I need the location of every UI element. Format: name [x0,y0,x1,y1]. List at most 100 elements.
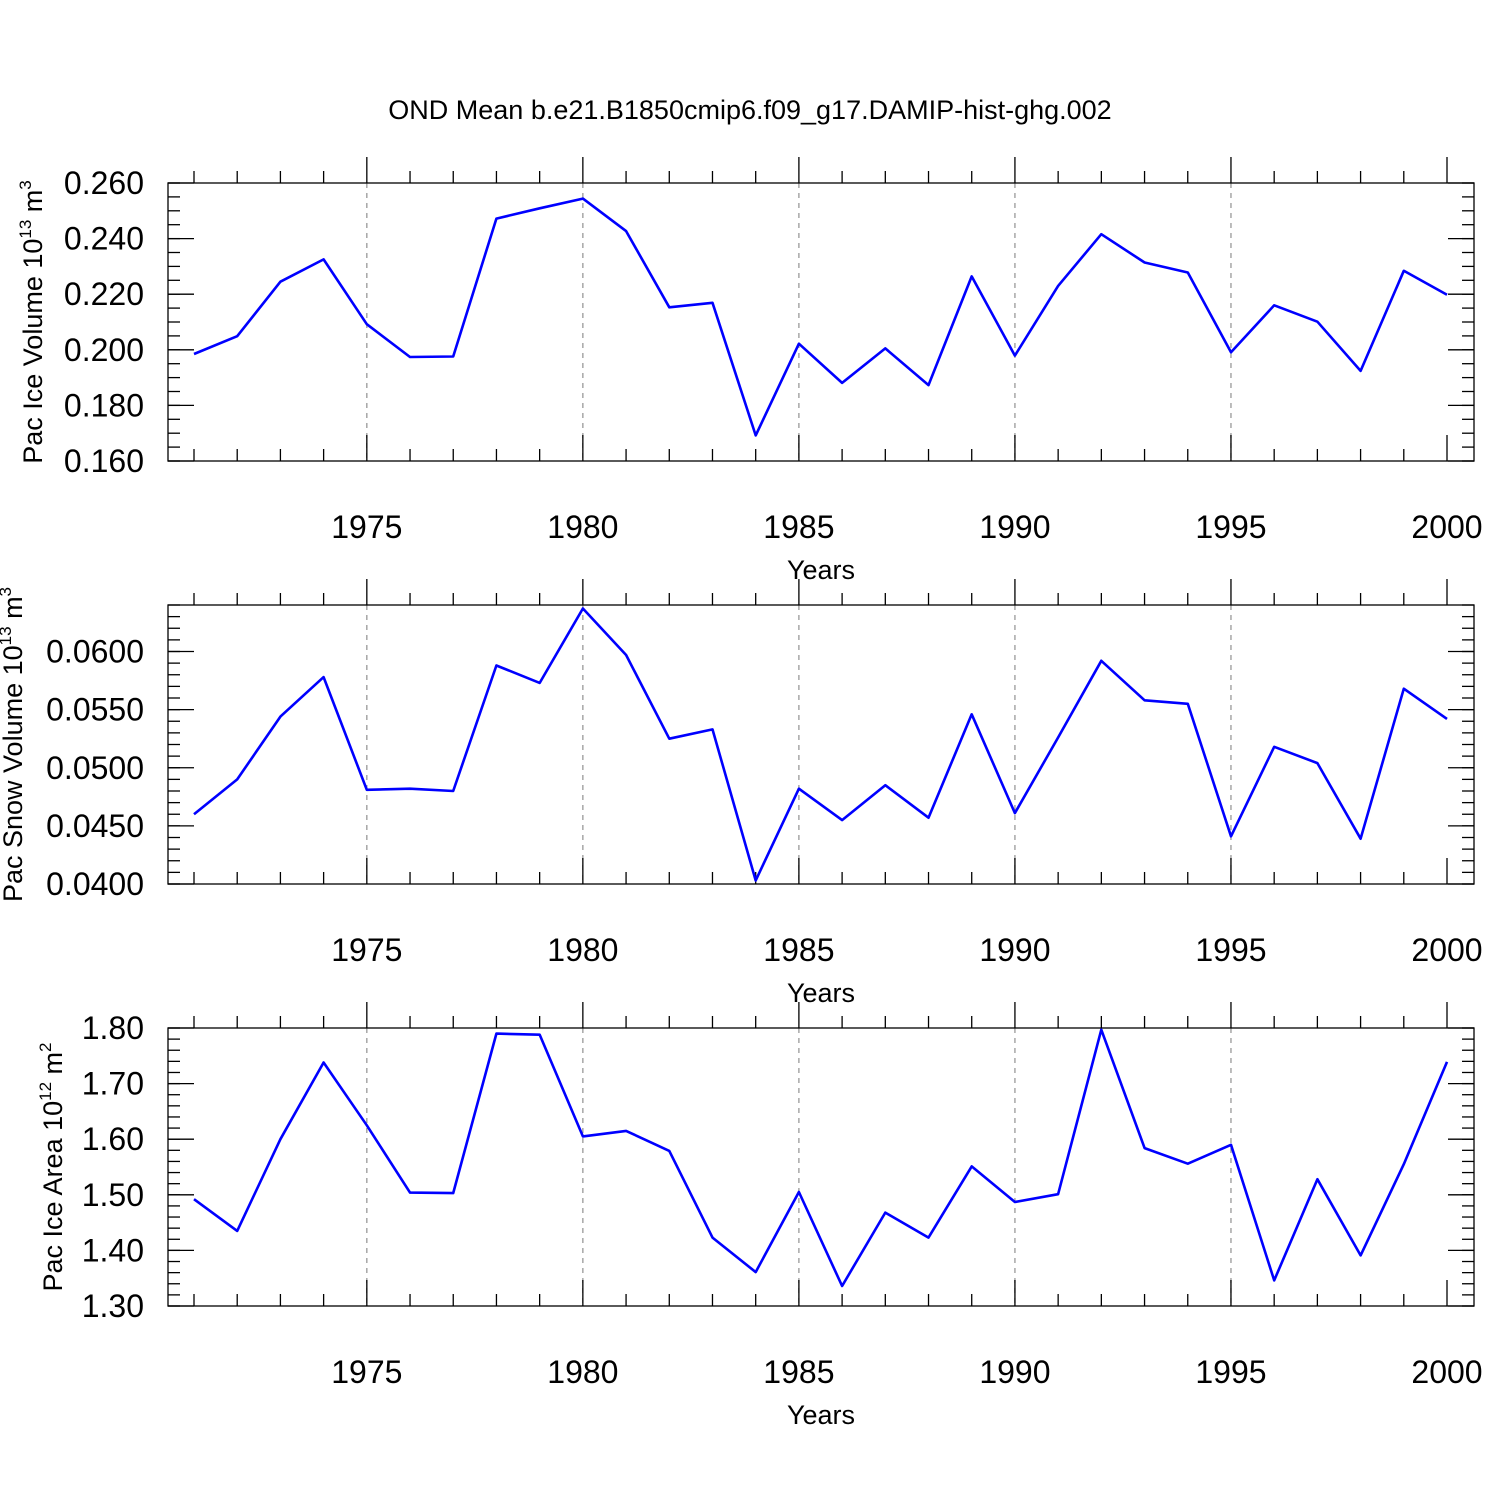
data-point [1359,837,1363,841]
data-point [581,1134,585,1138]
data-point [1445,1060,1449,1064]
x-tick-label: 1975 [331,932,402,968]
x-tick-label: 2000 [1411,509,1482,545]
x-tick-label: 1990 [979,509,1050,545]
data-point [408,355,412,359]
data-point [883,346,887,350]
data-point [1315,320,1319,324]
y-axis-label-superscript: 3 [16,180,35,189]
y-axis-label-superscript: 13 [0,626,15,645]
data-point [1315,1177,1319,1181]
data-point [1056,284,1060,288]
data-point [322,257,326,261]
y-axis-label: Pac Snow Volume 1013 m3 [0,587,28,902]
panel-3: 1.30 1.40 1.50 1.60 1.70 1.80 1975 1980 1985 1990… [36,1002,1483,1430]
chart-title: OND Mean b.e21.B1850cmip6.f09_g17.DAMIP-… [388,95,1111,125]
data-point [235,777,239,781]
data-point [1272,745,1276,749]
data-point [1143,1146,1147,1150]
x-axis-label: Years [787,978,855,1008]
y-tick-label: 0.160 [64,443,144,479]
data-point [710,727,714,731]
y-tick-label: 0.0600 [46,634,144,670]
data-point [1402,687,1406,691]
data-point [365,1123,369,1127]
y-axis-label-text: m [0,596,28,626]
data-point [754,879,758,883]
y-tick-label: 0.200 [64,332,144,368]
data-point [797,787,801,791]
data-point [1056,1192,1060,1196]
data-point [494,1032,498,1036]
data-point [408,787,412,791]
y-tick-label: 0.180 [64,387,144,423]
panels: 0.160 0.180 0.200 0.220 0.240 0.260 1975 1980 19… [0,157,1483,1430]
y-axis-label-text: Pac Ice Volume 10 [18,239,48,464]
data-point [927,1236,931,1240]
data-point [754,433,758,437]
data-point [1143,698,1147,702]
data-point [927,816,931,820]
data-point [1229,834,1233,838]
data-point [1272,1278,1276,1282]
y-tick-label: 0.0550 [46,692,144,728]
y-axis-label-text: m [38,1052,68,1082]
data-point [451,1191,455,1195]
data-point [192,1197,196,1201]
y-axis-label: Pac Ice Volume 1013 m3 [16,180,48,464]
data-point [1359,1253,1363,1257]
data-point [538,1033,542,1037]
data-point [624,653,628,657]
x-tick-label: 1985 [763,932,834,968]
y-tick-label: 1.50 [82,1177,144,1213]
y-tick-label: 1.80 [82,1010,144,1046]
y-tick-label: 1.30 [82,1288,144,1324]
x-tick-label: 2000 [1411,932,1482,968]
x-tick-label: 1975 [331,1354,402,1390]
data-point [538,681,542,685]
data-point [970,712,974,716]
data-point [365,322,369,326]
y-axis-label-text: Pac Snow Volume 10 [0,645,28,902]
data-point [883,783,887,787]
data-point [1013,811,1017,815]
data-point [840,1284,844,1288]
data-point [754,1270,758,1274]
data-point [322,1060,326,1064]
data-point [278,280,282,284]
data-point [538,206,542,210]
data-point [1143,261,1147,265]
x-tick-label: 1995 [1195,1354,1266,1390]
series-line [193,1028,1449,1288]
x-axis-label: Years [787,555,855,585]
y-axis-label: Pac Ice Area 1012 m2 [36,1042,68,1291]
data-point [1186,1162,1190,1166]
data-point [1099,1028,1103,1032]
data-point [797,1190,801,1194]
data-point [322,675,326,679]
data-point [365,788,369,792]
data-point [451,354,455,358]
data-point [710,1236,714,1240]
x-tick-label: 1990 [979,1354,1050,1390]
x-tick-label: 1975 [331,509,402,545]
data-point [840,381,844,385]
data-point [1445,293,1449,297]
y-tick-label: 0.260 [64,165,144,201]
data-point [883,1211,887,1215]
data-point [927,383,931,387]
data-point [970,274,974,278]
y-tick-label: 1.40 [82,1232,144,1268]
y-axis-label-text: m [18,190,48,220]
x-tick-label: 1980 [547,1354,618,1390]
data-point [1229,350,1233,354]
y-axis-label-superscript: 13 [16,220,35,239]
data-point [624,1129,628,1133]
data-point [278,715,282,719]
y-axis-label-superscript: 3 [0,587,15,596]
data-point [581,606,585,610]
panel-1: 0.160 0.180 0.200 0.220 0.240 0.260 1975 1980 19… [16,157,1483,585]
data-point [451,789,455,793]
series-line [193,607,1448,882]
data-point [192,352,196,356]
